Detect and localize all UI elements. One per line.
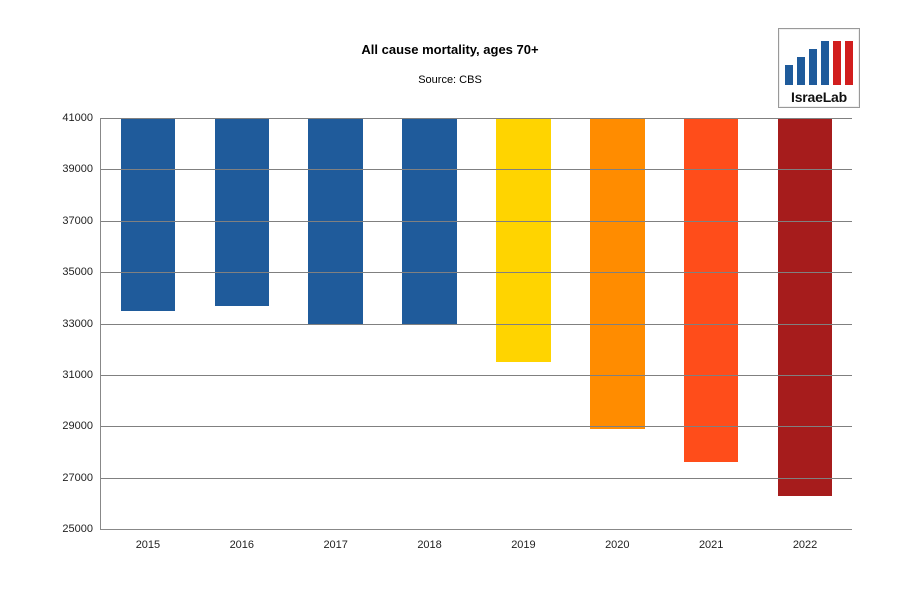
logo: IsraeLab — [778, 28, 860, 108]
y-axis-label: 35000 — [62, 266, 101, 278]
y-axis-label: 33000 — [62, 318, 101, 330]
gridline — [101, 375, 852, 376]
y-axis-label: 37000 — [62, 215, 101, 227]
gridline — [101, 324, 852, 325]
gridline — [101, 118, 852, 119]
chart-subtitle: Source: CBS — [0, 74, 900, 86]
x-axis-label: 2015 — [136, 539, 160, 551]
chart-title: All cause mortality, ages 70+ — [0, 42, 900, 57]
page: All cause mortality, ages 70+ Source: CB… — [0, 0, 900, 600]
x-axis-label: 2017 — [323, 539, 347, 551]
logo-bar — [785, 65, 793, 85]
y-axis-label: 41000 — [62, 112, 101, 124]
gridline — [101, 221, 852, 222]
logo-bar — [797, 57, 805, 85]
x-axis-label: 2019 — [511, 539, 535, 551]
logo-bar — [845, 41, 853, 85]
logo-bar — [809, 49, 817, 85]
chart: 20152016201720182019202020212022 2500027… — [100, 118, 852, 530]
gridline — [101, 426, 852, 427]
logo-text: IsraeLab — [779, 89, 859, 105]
y-axis-label: 31000 — [62, 369, 101, 381]
y-axis-label: 29000 — [62, 420, 101, 432]
x-axis-label: 2016 — [230, 539, 254, 551]
x-axis-label: 2018 — [417, 539, 441, 551]
gridline — [101, 272, 852, 273]
gridline — [101, 169, 852, 170]
y-axis-label: 27000 — [62, 472, 101, 484]
bar — [778, 118, 832, 496]
bar — [496, 118, 550, 362]
plot-area: 20152016201720182019202020212022 2500027… — [100, 118, 852, 530]
x-axis-label: 2020 — [605, 539, 629, 551]
y-axis-label: 39000 — [62, 163, 101, 175]
bar — [590, 118, 644, 429]
x-axis-label: 2021 — [699, 539, 723, 551]
logo-bar — [833, 41, 841, 85]
logo-bars — [779, 35, 859, 85]
logo-bar — [821, 41, 829, 85]
y-axis-label: 25000 — [62, 523, 101, 535]
bar — [215, 118, 269, 306]
bar — [121, 118, 175, 311]
gridline — [101, 478, 852, 479]
x-axis-label: 2022 — [793, 539, 817, 551]
